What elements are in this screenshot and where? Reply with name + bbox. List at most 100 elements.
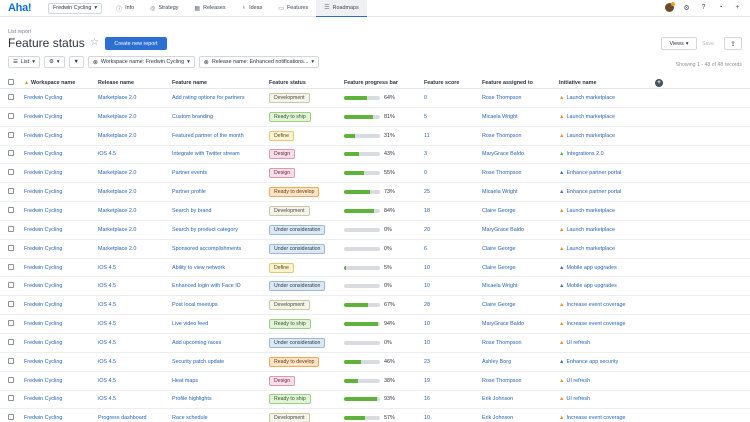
release-link[interactable]: Marketplace 2.0	[98, 132, 137, 139]
add-column-icon[interactable]: +	[655, 79, 663, 87]
feature-score[interactable]: 18	[424, 207, 430, 214]
workspace-link[interactable]: Fredwin Cycling	[24, 396, 63, 403]
feature-score[interactable]: 0	[424, 170, 427, 177]
assignee-link[interactable]: Micaela Wright	[482, 113, 518, 120]
release-link[interactable]: iOS 4.5	[98, 264, 116, 271]
status-badge[interactable]: Development	[269, 92, 310, 103]
assignee-link[interactable]: Rose Thompson	[482, 170, 522, 177]
initiative-link[interactable]: Launch marketplace	[566, 132, 615, 139]
tab-ideas[interactable]: ♁ Ideas	[234, 0, 271, 17]
workspace-link[interactable]: Fredwin Cycling	[24, 151, 63, 158]
release-link[interactable]: iOS 4.5	[98, 396, 116, 403]
status-badge[interactable]: Define	[269, 130, 294, 141]
status-badge[interactable]: Define	[269, 262, 294, 273]
row-checkbox[interactable]	[8, 301, 14, 308]
notifications-icon[interactable]: ◔	[718, 4, 723, 11]
initiative-link[interactable]: Enhance app security	[566, 358, 619, 365]
feature-link[interactable]: Enhanced login with Face ID	[172, 283, 241, 290]
feature-score[interactable]: 11	[424, 132, 430, 139]
release-link[interactable]: iOS 4.5	[98, 339, 116, 346]
feature-score[interactable]: 10	[424, 283, 430, 290]
avatar[interactable]	[665, 2, 675, 12]
feature-link[interactable]: Profile highlights	[172, 396, 212, 403]
assignee-link[interactable]: Rose Thompson	[482, 132, 522, 139]
workspace-link[interactable]: Fredwin Cycling	[24, 170, 63, 177]
feature-score[interactable]: 5	[424, 113, 427, 120]
release-link[interactable]: iOS 4.5	[98, 377, 116, 384]
feature-score[interactable]: 0	[424, 94, 427, 101]
feature-score[interactable]: 10	[424, 264, 430, 271]
save-button[interactable]: Save	[701, 40, 715, 47]
status-badge[interactable]: Ready to ship	[269, 319, 311, 330]
row-checkbox[interactable]	[8, 112, 14, 119]
breadcrumb[interactable]: List report	[8, 29, 32, 35]
row-checkbox[interactable]	[8, 395, 14, 402]
workspace-link[interactable]: Fredwin Cycling	[24, 377, 63, 384]
workspace-link[interactable]: Fredwin Cycling	[24, 283, 63, 290]
assignee-link[interactable]: Claire George	[482, 264, 516, 271]
row-checkbox[interactable]	[8, 150, 14, 157]
release-filter[interactable]: ⊗ Release name: Enhanced notifications..…	[198, 56, 320, 68]
feature-link[interactable]: Live video feed	[172, 321, 209, 328]
feature-score[interactable]: 23	[424, 358, 430, 365]
feature-score[interactable]: 28	[424, 302, 430, 309]
status-badge[interactable]: Design	[269, 149, 296, 160]
assignee-link[interactable]: MaryGrace Baldo	[482, 226, 524, 233]
column-header[interactable]: ▲ Workspace name	[24, 80, 76, 86]
row-checkbox[interactable]	[8, 188, 14, 195]
status-badge[interactable]: Under consideration	[269, 224, 326, 235]
feature-link[interactable]: Security patch update	[172, 358, 225, 365]
aha-logo[interactable]: Aha!	[8, 2, 32, 14]
initiative-link[interactable]: Increase event coverage	[566, 302, 626, 309]
feature-score[interactable]: 10	[424, 415, 430, 422]
column-header[interactable]: Feature status	[269, 80, 306, 86]
feature-score[interactable]: 3	[424, 151, 427, 158]
initiative-link[interactable]: Launch marketplace	[566, 113, 615, 120]
row-checkbox[interactable]	[8, 376, 14, 383]
release-link[interactable]: iOS 4.5	[98, 321, 116, 328]
feature-link[interactable]: Featured partner of the month	[172, 132, 244, 139]
settings-icon[interactable]: ⚙	[683, 4, 690, 12]
tab-strategy[interactable]: ◎ Strategy	[142, 0, 186, 17]
column-header[interactable]: Feature assigned to	[482, 80, 533, 86]
status-badge[interactable]: Development	[269, 300, 310, 311]
release-link[interactable]: Marketplace 2.0	[98, 94, 137, 101]
feature-score[interactable]: 25	[424, 189, 430, 196]
feature-link[interactable]: Custom branding	[172, 113, 214, 120]
add-icon[interactable]: +	[735, 4, 740, 11]
release-link[interactable]: Marketplace 2.0	[98, 226, 137, 233]
star-icon[interactable]: ☆	[90, 37, 99, 48]
feature-link[interactable]: Post local meetups	[172, 302, 218, 309]
initiative-link[interactable]: Enhance partner portal	[566, 170, 622, 177]
row-checkbox[interactable]	[8, 338, 14, 345]
status-badge[interactable]: Development	[269, 413, 310, 422]
feature-link[interactable]: Add upcoming races	[172, 339, 222, 346]
release-link[interactable]: iOS 4.5	[98, 151, 116, 158]
create-new-report-button[interactable]: Create new report	[105, 37, 167, 50]
assignee-link[interactable]: MaryGrace Baldo	[482, 151, 524, 158]
initiative-link[interactable]: UI refresh	[566, 396, 591, 403]
row-checkbox[interactable]	[8, 244, 14, 251]
row-checkbox[interactable]	[8, 320, 14, 327]
feature-link[interactable]: Add rating options for partners	[172, 94, 245, 101]
assignee-link[interactable]: Rose Thompson	[482, 339, 522, 346]
feature-score[interactable]: 10	[424, 321, 430, 328]
initiative-link[interactable]: Increase event coverage	[566, 321, 626, 328]
status-badge[interactable]: Ready to ship	[269, 111, 311, 122]
feature-score[interactable]: 20	[424, 226, 430, 233]
release-link[interactable]: Marketplace 2.0	[98, 189, 137, 196]
workspace-link[interactable]: Fredwin Cycling	[24, 415, 63, 422]
initiative-link[interactable]: Mobile app upgrades	[566, 264, 617, 271]
status-badge[interactable]: Design	[269, 168, 296, 179]
row-checkbox[interactable]	[8, 263, 14, 270]
row-checkbox[interactable]	[8, 225, 14, 232]
status-badge[interactable]: Ready to develop	[269, 356, 320, 367]
release-link[interactable]: Marketplace 2.0	[98, 245, 137, 252]
column-header[interactable]: Feature score	[424, 80, 460, 86]
feature-link[interactable]: Heat maps	[172, 377, 199, 384]
feature-link[interactable]: Integrate with Twitter stream	[172, 151, 240, 158]
help-icon[interactable]: ?	[701, 4, 706, 11]
row-checkbox[interactable]	[8, 206, 14, 213]
assignee-link[interactable]: Rose Thompson	[482, 377, 522, 384]
initiative-link[interactable]: Integrations 2.0	[566, 151, 604, 158]
